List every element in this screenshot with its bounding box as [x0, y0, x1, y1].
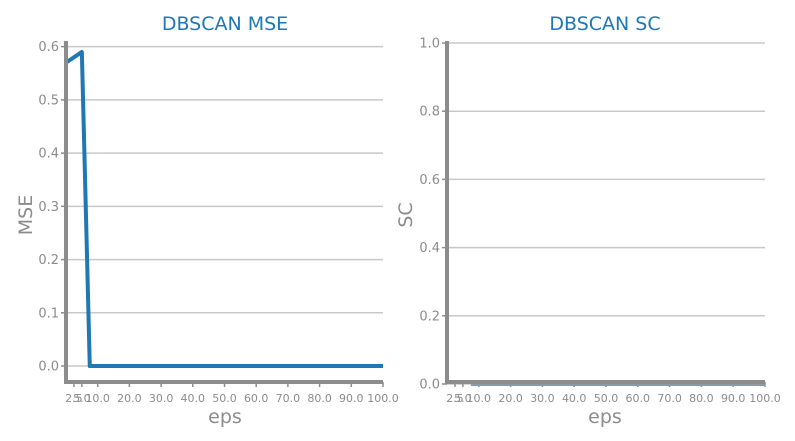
sc-xtick-label: 2.5 — [446, 392, 464, 405]
mse-xtick-label: 30.0 — [149, 392, 174, 405]
mse-ytick-label: 0.6 — [38, 40, 59, 55]
mse-series-line — [64, 49, 383, 369]
sc-xtick-label: 50.0 — [594, 392, 619, 405]
sc-ytick-label: 0.6 — [419, 173, 440, 188]
sc-xtick-label: 10.0 — [467, 392, 492, 405]
mse-xtick-label: 80.0 — [307, 392, 332, 405]
sc-xtick-label: 30.0 — [530, 392, 555, 405]
sc-xticks: 2.55.010.0 20.0 30.0 40.0 50.0 60.0 70.0 80.0 90… — [446, 382, 781, 405]
mse-grid — [66, 45, 383, 367]
sc-xtick-label: 90.0 — [721, 392, 746, 405]
mse-ytick-label: 0.5 — [38, 93, 59, 108]
mse-xtick-label: 20.0 — [117, 392, 142, 405]
mse-xtick-label: 100.0 — [367, 392, 399, 405]
mse-yticks: 0.0 0.1 0.2 0.3 0.4 0.5 0.6 — [38, 40, 66, 375]
sc-xtick-label: 20.0 — [498, 392, 523, 405]
sc-ytick-label: 0.2 — [419, 309, 440, 324]
mse-ytick-label: 0.0 — [38, 360, 59, 375]
mse-x-axis-label: eps — [208, 406, 242, 428]
mse-xtick-label: 10.0 — [85, 392, 110, 405]
sc-xtick-label: 5.0 — [454, 392, 472, 405]
chart-sc: 0.0 0.2 0.4 0.6 0.8 1.0 2.55.010.0 20.0 30.0 40.… — [395, 13, 781, 428]
mse-xtick-label: 2.5 — [65, 392, 83, 405]
mse-y-axis-label: MSE — [15, 195, 37, 235]
mse-ytick-label: 0.3 — [38, 200, 59, 215]
mse-xtick-label: 70.0 — [276, 392, 301, 405]
mse-xticks: 2.55.010.0 20.0 30.0 40.0 50.0 60.0 70.0 80.0 90… — [65, 382, 399, 405]
sc-xtick-label: 80.0 — [689, 392, 714, 405]
sc-ytick-label: 1.0 — [419, 37, 440, 52]
sc-xtick-label: 40.0 — [562, 392, 587, 405]
sc-xtick-label: 100.0 — [749, 392, 781, 405]
sc-x-axis-label: eps — [588, 406, 622, 428]
sc-chart-title: DBSCAN SC — [549, 13, 660, 35]
sc-ytick-label: 0.4 — [419, 241, 440, 256]
mse-ytick-label: 0.1 — [38, 306, 59, 321]
mse-ytick-label: 0.2 — [38, 253, 59, 268]
sc-y-axis-label: SC — [395, 202, 417, 227]
sc-grid — [447, 42, 765, 385]
sc-ytick-label: 0.8 — [419, 105, 440, 120]
mse-xtick-label: 5.0 — [73, 392, 91, 405]
sc-xtick-label: 60.0 — [626, 392, 651, 405]
sc-yticks: 0.0 0.2 0.4 0.6 0.8 1.0 — [419, 37, 447, 393]
sc-ytick-label: 0.0 — [419, 378, 440, 393]
mse-xtick-label: 90.0 — [339, 392, 364, 405]
mse-chart-title: DBSCAN MSE — [162, 13, 288, 35]
mse-series — [64, 49, 383, 369]
mse-xtick-label: 40.0 — [181, 392, 206, 405]
chart-mse: 0.0 0.1 0.2 0.3 0.4 0.5 0.6 2.55.010.0 20.0 30.0… — [15, 13, 399, 428]
sc-xtick-label: 70.0 — [657, 392, 682, 405]
mse-xtick-label: 50.0 — [212, 392, 237, 405]
mse-ytick-label: 0.4 — [38, 147, 59, 162]
mse-xtick-label: 60.0 — [244, 392, 269, 405]
